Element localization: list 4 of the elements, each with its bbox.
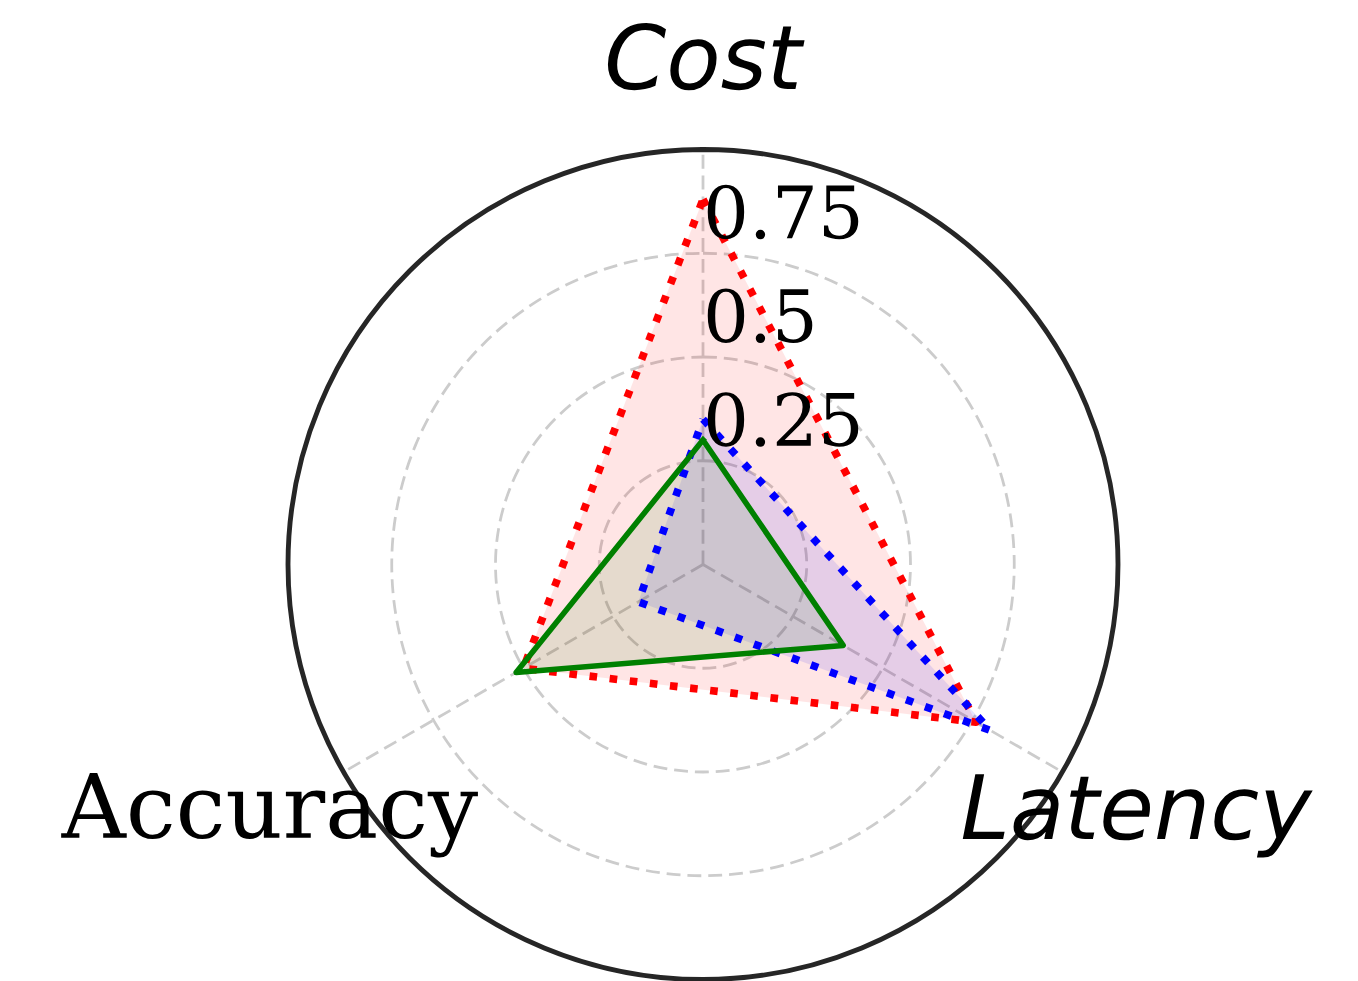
- y-tick-label: 0.5: [707, 288, 813, 344]
- spoke-label: Cost: [607, 22, 805, 91]
- y-tick-label: 0.25: [707, 392, 859, 447]
- y-tick-label: 0.75: [707, 184, 859, 240]
